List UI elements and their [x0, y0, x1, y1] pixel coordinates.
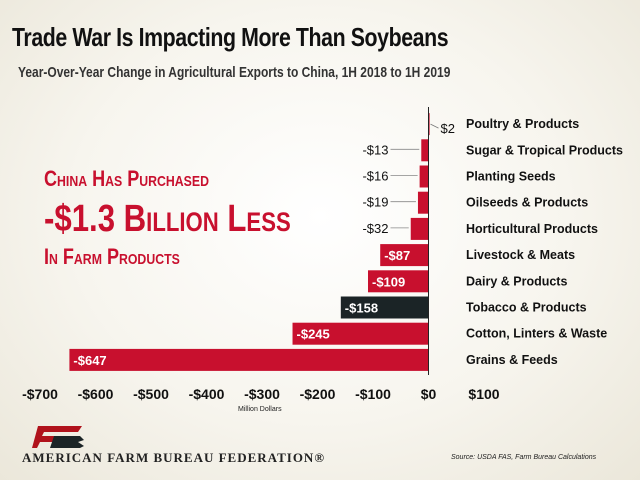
category-label: Sugar & Tropical Products — [466, 143, 623, 157]
source-note: Source: USDA FAS, Farm Bureau Calculatio… — [451, 454, 597, 461]
category-label: Planting Seeds — [466, 170, 556, 184]
x-tick-label: -$500 — [133, 386, 169, 402]
data-label: -$87 — [384, 248, 410, 263]
category-label: Horticultural Products — [466, 222, 598, 236]
category-label: Oilseeds & Products — [466, 196, 588, 210]
callout-line-3: In Farm Products — [44, 244, 180, 269]
organization-name: AMERICAN FARM BUREAU FEDERATION® — [22, 450, 326, 465]
data-label: -$647 — [73, 353, 106, 368]
bar — [417, 191, 429, 214]
chart-subtitle: Year-Over-Year Change in Agricultural Ex… — [18, 64, 451, 81]
bar — [340, 296, 429, 319]
x-tick-label: $0 — [421, 386, 437, 402]
bar — [368, 270, 429, 293]
x-tick-label: $100 — [468, 386, 499, 402]
category-label: Poultry & Products — [466, 117, 579, 131]
farm-bureau-logo — [32, 426, 84, 448]
category-label: Cotton, Linters & Waste — [466, 327, 607, 341]
data-label: -$16 — [362, 169, 388, 184]
x-tick-label: -$700 — [22, 386, 58, 402]
data-label: -$32 — [362, 221, 388, 236]
callout-line-1: China Has Purchased — [44, 166, 209, 191]
x-axis-unit-label: Million Dollars — [238, 406, 282, 413]
x-tick-label: -$600 — [78, 386, 114, 402]
callout-line-2: -$1.3 Billion Less — [44, 198, 291, 240]
bar — [428, 113, 430, 136]
bar — [292, 322, 429, 345]
data-label: -$19 — [362, 195, 388, 210]
x-tick-label: -$300 — [244, 386, 280, 402]
data-label: -$158 — [345, 301, 378, 316]
data-label: -$245 — [297, 327, 330, 342]
category-label: Dairy & Products — [466, 274, 567, 288]
chart-title: Trade War Is Impacting More Than Soybean… — [12, 22, 449, 52]
bar — [410, 217, 429, 240]
x-tick-label: -$100 — [355, 386, 391, 402]
x-tick-label: -$400 — [189, 386, 225, 402]
x-tick-label: -$200 — [300, 386, 336, 402]
data-label: -$13 — [362, 142, 388, 157]
category-label: Grains & Feeds — [466, 353, 558, 367]
data-label: $2 — [441, 121, 455, 136]
data-label: -$109 — [372, 274, 405, 289]
category-label: Livestock & Meats — [466, 248, 575, 262]
bar — [380, 244, 429, 267]
bar — [421, 139, 429, 162]
category-label: Tobacco & Products — [466, 301, 587, 315]
bar — [419, 165, 429, 188]
leader-line — [430, 123, 439, 129]
bar — [69, 348, 429, 371]
